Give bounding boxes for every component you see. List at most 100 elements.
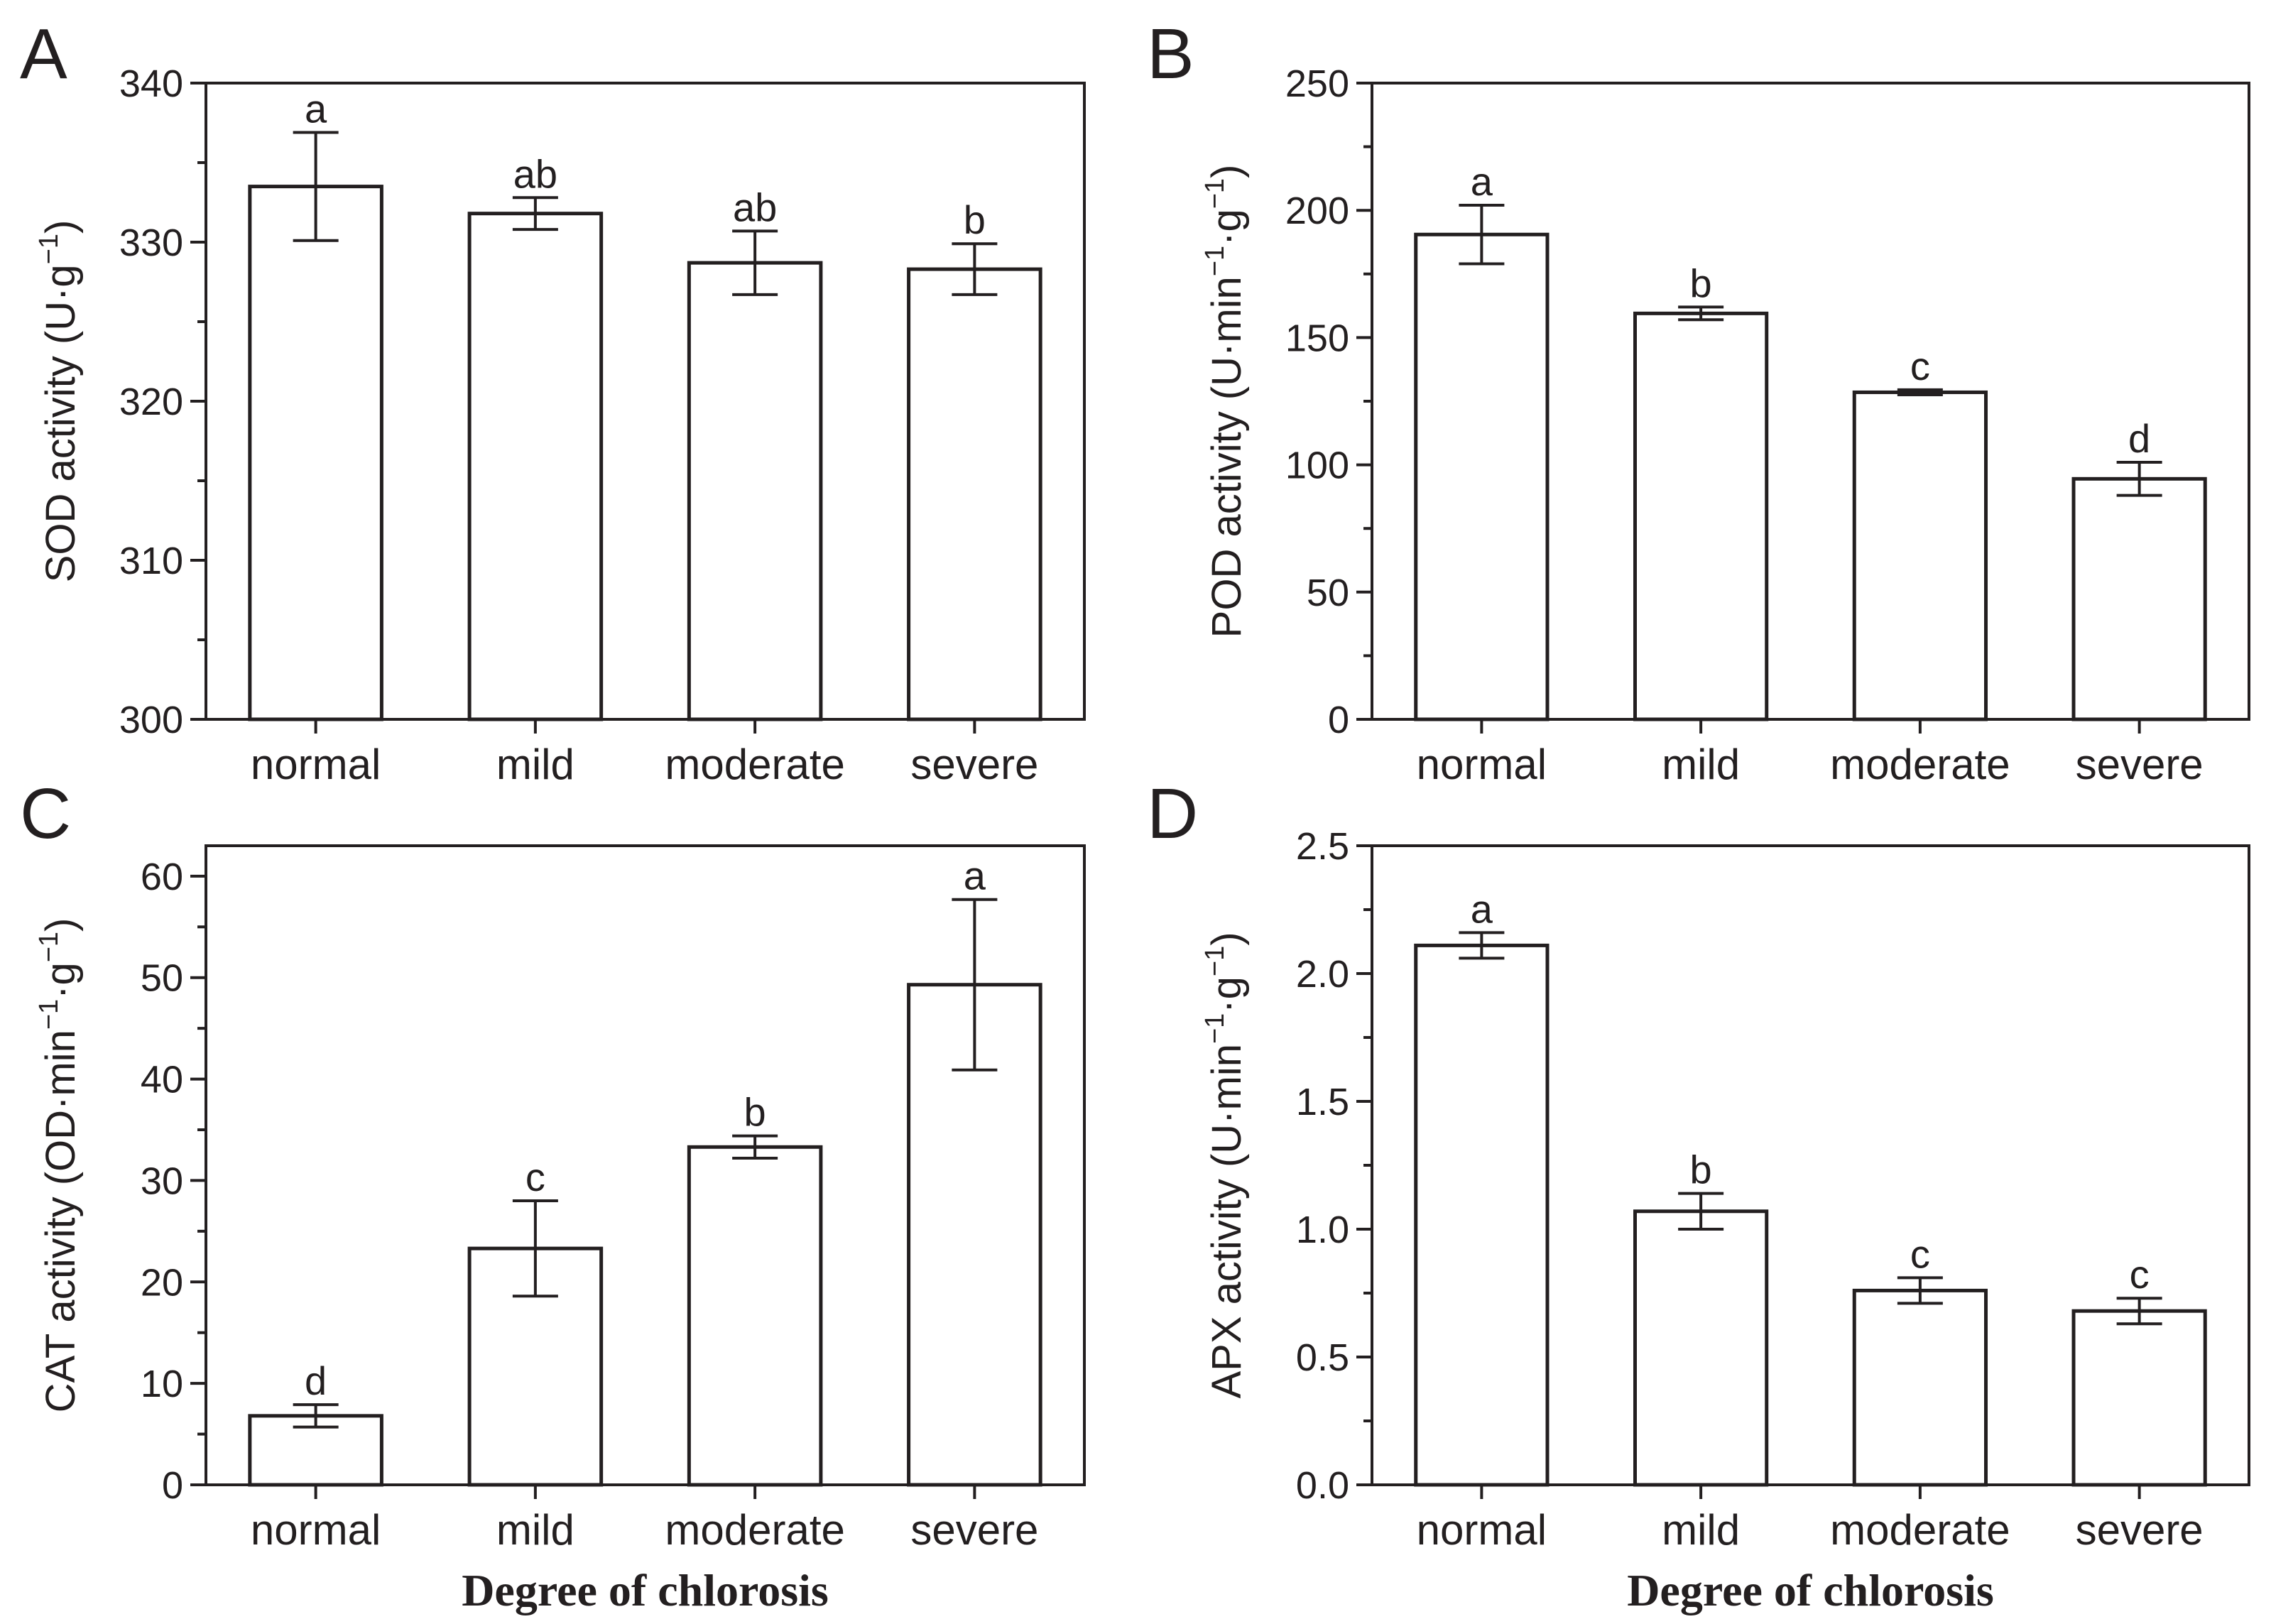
y-tick-label: 1.5 — [1296, 1081, 1349, 1123]
bar-severe — [2071, 1309, 2207, 1487]
panel-label: C — [20, 774, 71, 854]
x-tick-label: mild — [1662, 1506, 1740, 1554]
y-axis-title: CAT activity (OD·min−1·g−1) — [34, 918, 84, 1413]
y-axis-title-part: −1 — [1200, 1013, 1230, 1044]
y-axis-title: SOD activity (U·g−1) — [34, 220, 84, 583]
y-axis-title-part: SOD activity (U·g — [38, 264, 84, 582]
x-axis-title: Degree of chlorosis — [1627, 1565, 1994, 1615]
significance-letter: ab — [733, 185, 777, 229]
y-axis-title-part: APX activity (U·min — [1204, 1044, 1250, 1399]
bar-moderate — [687, 261, 823, 721]
significance-letter: a — [1471, 159, 1493, 204]
y-axis-title-part: ·g — [1204, 209, 1250, 246]
y-tick-label: 2.5 — [1296, 825, 1349, 868]
y-axis-title: APX activity (U·min−1·g−1) — [1200, 932, 1250, 1398]
y-tick-label: 0 — [1328, 699, 1349, 741]
y-tick-label: 330 — [119, 222, 183, 264]
x-tick-label: normal — [1417, 1506, 1547, 1554]
y-tick-label: 0.5 — [1296, 1336, 1349, 1379]
bar-mild — [467, 212, 604, 721]
bar-severe — [907, 267, 1042, 721]
y-tick-label: 2.0 — [1296, 953, 1349, 996]
y-tick-label: 40 — [141, 1059, 183, 1101]
y-axis-title-part: ) — [1204, 165, 1250, 178]
panel-c: C 0 10 20 30 40 50 60 d normal c mild b moderate a seve… — [20, 774, 1086, 1615]
significance-letter: c — [525, 1155, 545, 1199]
y-tick-label: 50 — [141, 957, 183, 1000]
panel-a: A 300 310 320 330 340 a normal ab mild ab moderate b… — [20, 14, 1086, 788]
y-axis-title-part: CAT activity (OD·min — [38, 1030, 84, 1412]
x-tick-label: severe — [910, 741, 1038, 788]
y-tick-label: 0 — [162, 1464, 183, 1507]
significance-letter: b — [744, 1090, 766, 1135]
y-axis-title-part: −1 — [34, 999, 64, 1030]
x-tick-label: mild — [1662, 741, 1740, 788]
y-tick-label: 320 — [119, 381, 183, 423]
x-tick-label: mild — [496, 741, 574, 788]
x-tick-label: severe — [2076, 1506, 2204, 1554]
significance-letter: b — [964, 197, 986, 242]
y-axis-title-part: ·g — [38, 962, 84, 999]
panel-d: D 0.0 0.5 1.0 1.5 2.0 2.5 a normal b mild c moderate… — [1147, 774, 2250, 1615]
y-tick-label: 340 — [119, 62, 183, 105]
plot-frame — [205, 844, 1086, 1486]
y-tick-label: 0.0 — [1296, 1464, 1349, 1507]
significance-letter: a — [305, 86, 327, 131]
bar-mild — [1633, 1209, 1769, 1487]
y-tick-label: 150 — [1285, 317, 1349, 359]
y-tick-label: 310 — [119, 540, 183, 582]
significance-letter: b — [1690, 261, 1712, 305]
y-tick-label: 60 — [141, 856, 183, 898]
y-tick-label: 30 — [141, 1160, 183, 1202]
bar-moderate — [687, 1145, 823, 1487]
y-axis-title-part: −1 — [1200, 246, 1230, 276]
bar-moderate — [1852, 1288, 1988, 1487]
significance-letter: d — [305, 1358, 327, 1403]
y-tick-label: 50 — [1307, 572, 1349, 614]
y-axis-title-part: −1 — [1200, 178, 1230, 209]
panel-b: B 0 50 100 150 200 250 a normal b mild c moderate d se… — [1147, 14, 2250, 788]
y-tick-label: 10 — [141, 1363, 183, 1405]
y-axis-title: POD activity (U·min−1·g−1) — [1200, 165, 1250, 638]
y-axis-title-part: −1 — [34, 234, 64, 264]
significance-letter: a — [1471, 886, 1493, 931]
x-tick-label: moderate — [1830, 741, 2010, 788]
bar-severe — [2071, 476, 2207, 721]
significance-letter: b — [1690, 1148, 1712, 1192]
y-tick-label: 250 — [1285, 62, 1349, 105]
significance-letter: c — [1910, 344, 1930, 388]
significance-letter: c — [2130, 1252, 2150, 1297]
x-tick-label: moderate — [1830, 1506, 2010, 1554]
x-tick-label: normal — [1417, 741, 1547, 788]
panel-label: D — [1147, 774, 1198, 854]
x-tick-label: mild — [496, 1506, 574, 1554]
y-tick-label: 300 — [119, 699, 183, 741]
y-tick-label: 1.0 — [1296, 1209, 1349, 1251]
y-axis-title-part: POD activity (U·min — [1204, 276, 1250, 638]
x-tick-label: moderate — [665, 741, 844, 788]
x-axis-title: Degree of chlorosis — [462, 1565, 829, 1615]
bar-normal — [248, 185, 383, 721]
bar-mild — [1633, 311, 1769, 721]
y-axis-title-part: ) — [38, 918, 84, 932]
panel-label: A — [20, 14, 67, 94]
y-axis-title-part: ·g — [1204, 976, 1250, 1013]
bar-moderate — [1852, 390, 1988, 721]
significance-letter: a — [964, 854, 986, 898]
x-tick-label: severe — [2076, 741, 2204, 788]
y-axis-title-part: ) — [1204, 932, 1250, 945]
bar-normal — [1414, 232, 1550, 721]
y-tick-label: 100 — [1285, 445, 1349, 487]
x-tick-label: moderate — [665, 1506, 844, 1554]
y-tick-label: 20 — [141, 1261, 183, 1304]
y-axis-title-part: −1 — [34, 932, 64, 962]
x-tick-label: normal — [251, 1506, 381, 1554]
y-axis-title-part: −1 — [1200, 946, 1230, 976]
significance-letter: d — [2128, 416, 2150, 461]
significance-letter: ab — [513, 151, 557, 196]
y-axis-title-part: ) — [38, 220, 84, 234]
x-tick-label: severe — [910, 1506, 1038, 1554]
bar-normal — [1414, 943, 1550, 1487]
significance-letter: c — [1910, 1231, 1930, 1276]
